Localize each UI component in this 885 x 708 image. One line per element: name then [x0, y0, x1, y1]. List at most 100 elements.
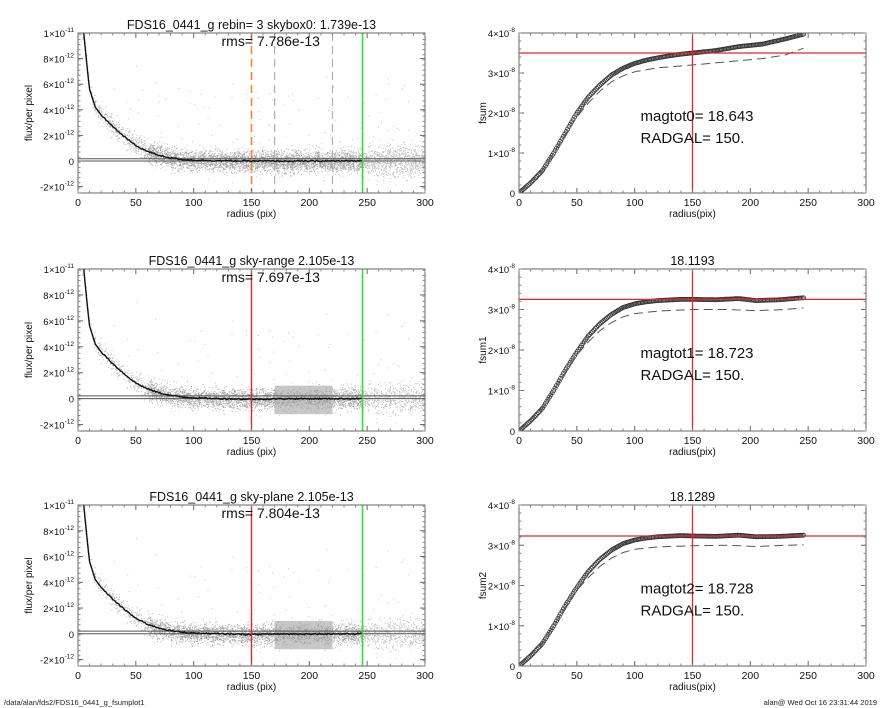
magtot-annotation: magtot1= 18.723 — [641, 345, 754, 362]
growth-point — [524, 183, 530, 189]
x-tick-label: 100 — [626, 197, 644, 209]
growth-point — [533, 413, 539, 418]
x-tick-label: 150 — [243, 197, 261, 209]
growth-point — [530, 178, 536, 184]
x-tick-label: 300 — [416, 197, 434, 209]
y-axis-label: flux/per pixel — [24, 557, 35, 613]
growth-point — [555, 616, 561, 621]
y-tick-label: 3×10-8 — [488, 539, 516, 552]
x-tick-label: 200 — [301, 435, 319, 447]
x-tick-label: 200 — [742, 197, 760, 209]
growth-curve-markers — [519, 532, 806, 666]
growth-point — [524, 421, 530, 427]
y-tick-label: 3×10-8 — [488, 304, 516, 317]
growth-point — [591, 88, 597, 94]
growth-point — [604, 77, 609, 82]
growth-point — [554, 145, 559, 151]
chart-panel-growth-0: magtot0= 18.643 RADGAL= 150. 0 50 100 150 200 2… — [478, 27, 875, 220]
growth-point — [798, 33, 804, 38]
y-tick-label: 2×10-8 — [488, 107, 516, 120]
growth-point — [590, 564, 595, 570]
growth-point — [587, 93, 593, 98]
growth-point — [534, 646, 540, 652]
y-tick-label: 0 — [69, 630, 74, 641]
growth-point — [798, 532, 804, 538]
growth-point — [595, 323, 601, 329]
growth-curve-markers — [519, 295, 806, 431]
growth-point — [556, 140, 562, 146]
x-axis-label: radius (pix) — [227, 209, 276, 220]
x-tick-label: 150 — [684, 197, 702, 209]
scatter-points — [78, 33, 425, 186]
y-tick-label: 0 — [510, 427, 515, 438]
growth-point — [559, 608, 565, 614]
y-tick-label: 4×10-12 — [43, 341, 74, 354]
growth-point — [599, 80, 605, 86]
y-tick-label: 1×10-11 — [44, 499, 75, 512]
dashed-growth-curve — [519, 544, 804, 666]
y-tick-label: 4×10-8 — [488, 27, 516, 40]
y-tick-label: 1×10-8 — [488, 620, 516, 633]
y-tick-label: 2×10-8 — [488, 344, 516, 357]
growth-point — [595, 84, 601, 90]
growth-point — [530, 415, 536, 421]
x-axis-label: radius(pix) — [669, 209, 716, 220]
x-tick-label: 200 — [301, 670, 319, 682]
x-tick-label: 50 — [130, 435, 142, 447]
growth-point — [529, 652, 534, 658]
chart-title: FDS16_0441_g rebin= 3 skybox0: 1.739e-13 — [127, 18, 376, 32]
rms-annotation: rms= 7.804e-13 — [222, 505, 321, 521]
growth-point — [523, 422, 529, 428]
x-tick-label: 150 — [243, 670, 261, 682]
growth-point — [551, 388, 557, 393]
y-axis-label: fsum1 — [478, 336, 489, 364]
radial-profile-line — [83, 269, 363, 401]
x-tick-label: 250 — [358, 670, 376, 682]
growth-point — [602, 317, 608, 323]
radgal-annotation: RADGAL= 150. — [641, 130, 745, 147]
radgal-annotation: RADGAL= 150. — [641, 367, 745, 384]
growth-point — [597, 83, 602, 88]
y-axis-label: flux/per pixel — [24, 85, 35, 141]
x-tick-label: 250 — [358, 435, 376, 447]
chart-panel-growth-1: magtot1= 18.723 RADGAL= 150. 18.1193 0 50 100… — [478, 254, 875, 458]
y-tick-label: 2×10-8 — [488, 580, 516, 593]
growth-point — [552, 620, 558, 626]
growth-point — [572, 114, 577, 120]
radial-profile-line — [83, 33, 363, 163]
growth-point — [533, 175, 539, 181]
growth-point — [586, 333, 591, 339]
y-tick-label: 0 — [69, 395, 74, 406]
y-tick-label: 4×10-8 — [488, 499, 516, 512]
growth-point — [534, 411, 540, 417]
growth-point — [531, 649, 537, 655]
growth-point — [555, 380, 561, 386]
x-tick-label: 200 — [742, 670, 760, 682]
y-tick-label: 8×10-12 — [43, 525, 74, 538]
growth-point — [594, 324, 600, 330]
growth-point — [552, 385, 558, 391]
growth-point — [586, 94, 591, 100]
growth-point — [527, 653, 533, 659]
growth-point — [606, 74, 612, 80]
growth-point — [801, 33, 806, 37]
y-tick-label: 6×10-12 — [43, 551, 74, 564]
growth-point — [533, 648, 539, 653]
x-axis-label: radius(pix) — [669, 682, 716, 693]
x-tick-label: 100 — [626, 435, 644, 447]
y-tick-label: 1×10-11 — [44, 263, 75, 276]
growth-point — [556, 378, 562, 384]
y-tick-label: 8×10-12 — [43, 289, 74, 302]
growth-point — [597, 321, 602, 327]
magtot-annotation: magtot2= 18.728 — [641, 581, 754, 598]
y-tick-label: 8×10-12 — [43, 53, 74, 66]
plot-area — [519, 33, 806, 193]
growth-point — [520, 424, 526, 430]
x-tick-label: 100 — [185, 670, 203, 682]
growth-point — [523, 184, 529, 190]
growth-point — [519, 427, 523, 431]
growth-point — [526, 182, 532, 188]
chart-panel-growth-2: magtot2= 18.728 RADGAL= 150. 18.1289 0 50 100… — [478, 490, 875, 693]
